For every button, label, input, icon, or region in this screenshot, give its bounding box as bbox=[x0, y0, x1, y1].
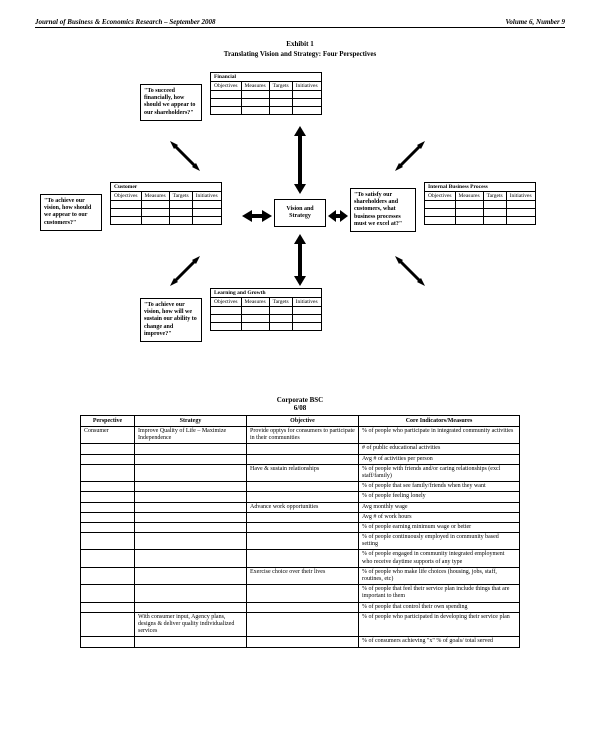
bsc-diagram: "To succeed financially, how should we a… bbox=[40, 66, 560, 376]
table-row: % of people that feel their service plan… bbox=[81, 585, 520, 602]
internal-block: Internal Business Process ObjectivesMeas… bbox=[424, 182, 536, 225]
customer-quote: "To achieve our vision, how should we ap… bbox=[40, 194, 102, 231]
financial-block: Financial ObjectivesMeasuresTargetsIniti… bbox=[210, 72, 322, 115]
exhibit-label: Exhibit 1 bbox=[35, 40, 565, 48]
learning-quote: "To achieve our vision, how will we sust… bbox=[140, 298, 202, 342]
table-row: Have & sustain relationships% of people … bbox=[81, 464, 520, 481]
exhibit-subtitle: Translating Vision and Strategy: Four Pe… bbox=[35, 50, 565, 58]
table-row: Avg # of work hours bbox=[81, 512, 520, 522]
table-row: With consumer input, Agency plans, desig… bbox=[81, 612, 520, 637]
table-row: % of people earning minimum wage or bett… bbox=[81, 522, 520, 532]
table-row: Exercise choice over their lives% of peo… bbox=[81, 567, 520, 584]
table-header-row: Perspective Strategy Objective Core Indi… bbox=[81, 416, 520, 427]
internal-title: Internal Business Process bbox=[425, 183, 536, 192]
financial-quote: "To succeed financially, how should we a… bbox=[140, 84, 202, 121]
arrow-icon bbox=[286, 234, 314, 286]
arrow-icon bbox=[390, 136, 430, 176]
table-row: # of public educational activities bbox=[81, 444, 520, 454]
corp-bsc-table: Perspective Strategy Objective Core Indi… bbox=[80, 415, 520, 648]
arrow-icon bbox=[328, 204, 348, 228]
arrow-icon bbox=[390, 251, 430, 291]
table-row: % of consumers achieving "x" % of goals/… bbox=[81, 637, 520, 647]
corp-bsc-date: 6/08 bbox=[35, 404, 565, 412]
table-row: % of people feeling lonely bbox=[81, 492, 520, 502]
arrow-icon bbox=[165, 136, 205, 176]
arrow-icon bbox=[165, 251, 205, 291]
table-row: Advance work opportunitiesAvg monthly wa… bbox=[81, 502, 520, 512]
learning-title: Learning and Growth bbox=[211, 289, 322, 298]
table-row: Avg # of activities per person bbox=[81, 454, 520, 464]
center-vision-strategy: Vision and Strategy bbox=[274, 199, 326, 227]
volume-number: Volume 6, Number 9 bbox=[505, 18, 565, 26]
table-row: % of people that control their own spend… bbox=[81, 602, 520, 612]
customer-title: Customer bbox=[111, 183, 222, 192]
table-row: ConsumerImprove Quality of Life – Maximi… bbox=[81, 427, 520, 444]
financial-title: Financial bbox=[211, 73, 322, 82]
journal-title: Journal of Business & Economics Research… bbox=[35, 18, 215, 26]
table-row: % of people that see family/friends when… bbox=[81, 482, 520, 492]
learning-block: Learning and Growth ObjectivesMeasuresTa… bbox=[210, 288, 322, 331]
corp-bsc-title: Corporate BSC bbox=[35, 396, 565, 404]
table-row: % of people continuously employed in com… bbox=[81, 533, 520, 550]
arrow-icon bbox=[242, 204, 272, 228]
table-row: % of people engaged in community integra… bbox=[81, 550, 520, 567]
customer-block: Customer ObjectivesMeasuresTargetsInitia… bbox=[110, 182, 222, 225]
arrow-icon bbox=[286, 126, 314, 194]
internal-quote: "To satisfy our shareholders and custome… bbox=[350, 188, 416, 232]
